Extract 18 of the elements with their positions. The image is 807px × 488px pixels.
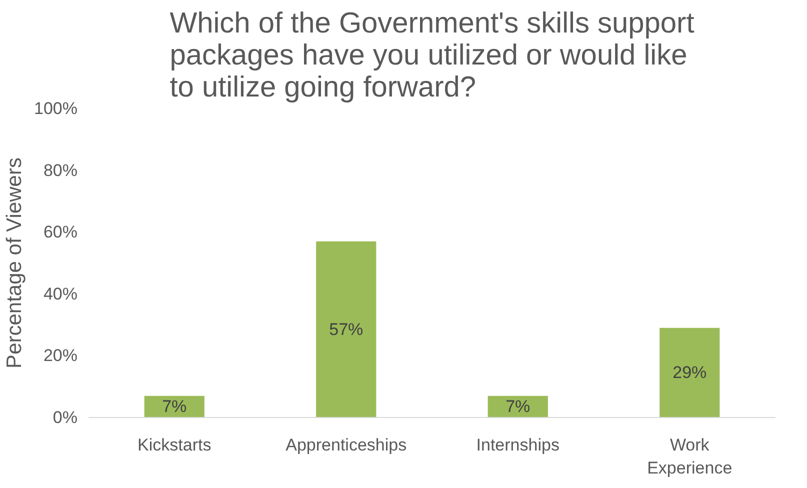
y-tick-label: 20%: [43, 346, 78, 366]
y-tick-label: 0%: [52, 408, 78, 427]
x-tick-label: Apprenticeships: [286, 436, 407, 454]
x-tick-label: Work Experience: [647, 436, 732, 478]
chart-title: Which of the Government's skills support packages have you utilized or would like to utilize going forward?: [170, 8, 694, 104]
x-tick-label: Internships: [476, 436, 560, 454]
data-label: 57%: [329, 320, 364, 339]
y-tick-label: 100%: [34, 99, 78, 118]
data-label: 7%: [506, 397, 530, 416]
y-tick-label: 60%: [43, 222, 78, 242]
bar: [316, 241, 376, 418]
y-tick-label: 80%: [43, 160, 78, 180]
y-axis-title: Percentage of Viewers: [3, 158, 26, 368]
data-label: 29%: [672, 363, 707, 382]
y-tick-label: 40%: [43, 284, 78, 304]
data-label: 7%: [162, 397, 187, 416]
bar: [660, 328, 720, 418]
x-tick-label: Kickstarts: [138, 436, 212, 454]
